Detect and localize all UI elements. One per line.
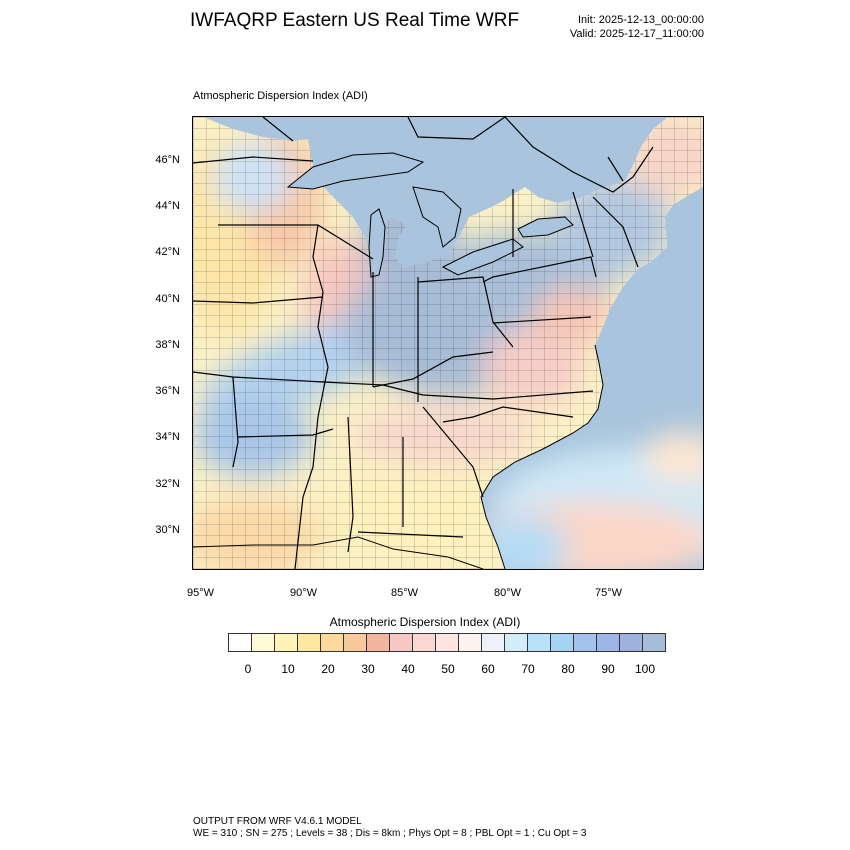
run-time-info: Init: 2025-12-13_00:00:00 Valid: 2025-12… [570,13,704,41]
state-borders [193,117,654,569]
lat-label-40: 40°N [155,293,180,305]
adi-map [192,116,704,570]
colorbar-title: Atmospheric Dispersion Index (ADI) [329,615,521,629]
atlantic-coastline [480,344,604,569]
colorbar-swatch [321,634,344,651]
lat-label-32: 32°N [155,478,180,490]
footer-line-2: WE = 310 ; SN = 275 ; Levels = 38 ; Dis … [193,828,587,839]
colorbar-label: 60 [481,662,495,676]
lat-label-36: 36°N [155,385,180,397]
colorbar-swatch [367,634,390,651]
ocean-shading [473,432,703,569]
colorbar-swatch [597,634,620,651]
colorbar-swatch [298,634,321,651]
great-lakes [286,152,574,278]
colorbar-label: 50 [441,662,455,676]
gulf-coastline [193,536,484,569]
colorbar-label: 0 [244,662,252,676]
colorbar-swatch [436,634,459,651]
lon-label-75: 75°W [595,587,623,599]
lon-label-90: 90°W [290,587,318,599]
lat-label-38: 38°N [155,339,180,351]
lon-label-80: 80°W [494,587,522,599]
colorbar-label: 10 [281,662,295,676]
colorbar-swatch [643,634,665,651]
lat-label-46: 46°N [155,154,180,166]
lon-label-95: 95°W [187,587,215,599]
lat-label-44: 44°N [155,200,180,212]
colorbar-swatch [574,634,597,651]
colorbar-swatch [252,634,275,651]
colorbar-swatch [505,634,528,651]
model-footer: OUTPUT FROM WRF V4.6.1 MODEL WE = 310 ; … [193,816,586,840]
lat-label-42: 42°N [155,246,180,258]
panel-title: Atmospheric Dispersion Index (ADI) [193,90,368,102]
map-svg [193,117,703,569]
colorbar-label: 90 [601,662,615,676]
lake-erie [441,238,524,276]
lake-huron [412,186,462,248]
valid-time: Valid: 2025-12-17_11:00:00 [569,28,704,40]
colorbar-swatch [275,634,298,651]
lat-label-34: 34°N [155,431,180,443]
footer-line-1: OUTPUT FROM WRF V4.6.1 MODEL [193,816,362,827]
lake-ontario [517,216,574,238]
colorbar-label: 20 [321,662,335,676]
lat-label-30: 30°N [155,524,180,536]
colorbar-swatch [413,634,436,651]
colorbar-label: 70 [521,662,535,676]
lake-superior [286,152,425,190]
lake-michigan [368,208,386,278]
colorbar-swatch [528,634,551,651]
colorbar [228,633,666,652]
colorbar-swatch [390,634,413,651]
lon-label-85: 85°W [391,587,419,599]
colorbar-swatch [482,634,505,651]
colorbar-label: 40 [401,662,415,676]
colorbar-swatch [459,634,482,651]
colorbar-swatch [344,634,367,651]
colorbar-swatch [551,634,574,651]
colorbar-label: 30 [361,662,375,676]
colorbar-label: 80 [561,662,575,676]
colorbar-swatch [620,634,643,651]
map-title: IWFAQRP Eastern US Real Time WRF [190,10,520,31]
colorbar-swatch [229,634,252,651]
init-time: Init: 2025-12-13_00:00:00 [578,14,704,26]
colorbar-label: 100 [634,662,656,676]
